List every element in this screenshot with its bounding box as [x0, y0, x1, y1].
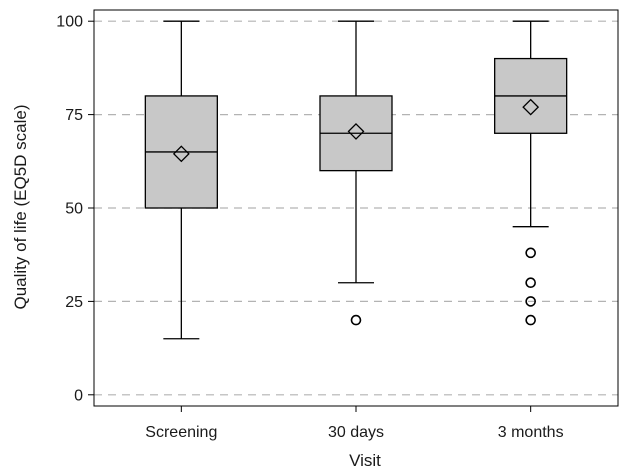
outlier-point [525, 296, 536, 307]
y-tick-label: 25 [65, 294, 83, 311]
x-axis-title: Visit [349, 451, 381, 470]
x-tick-label: 30 days [328, 424, 384, 441]
outlier-point [525, 247, 536, 259]
axes [88, 9, 619, 412]
box-group [319, 20, 393, 326]
y-tick-label: 50 [65, 201, 83, 218]
y-tick-label: 100 [56, 14, 83, 31]
outlier-point [525, 277, 536, 289]
x-tick-label: 3 months [498, 424, 564, 441]
y-axis-title: Quality of life (EQ5D scale) [11, 104, 30, 309]
y-tick-label: 75 [65, 107, 83, 124]
box-group [144, 20, 218, 340]
x-tick-labels: Screening 30 days 3 months [145, 424, 563, 441]
outlier-point [525, 314, 536, 326]
y-tick-labels: 0 25 50 75 100 [56, 14, 83, 405]
box-group [494, 20, 568, 326]
outlier-point [350, 314, 362, 326]
boxes [144, 20, 568, 340]
mean-marker [522, 98, 540, 116]
mean-marker [172, 145, 190, 163]
mean-marker [347, 122, 365, 140]
y-tick-label: 0 [74, 387, 83, 404]
x-tick-label: Screening [145, 424, 217, 441]
